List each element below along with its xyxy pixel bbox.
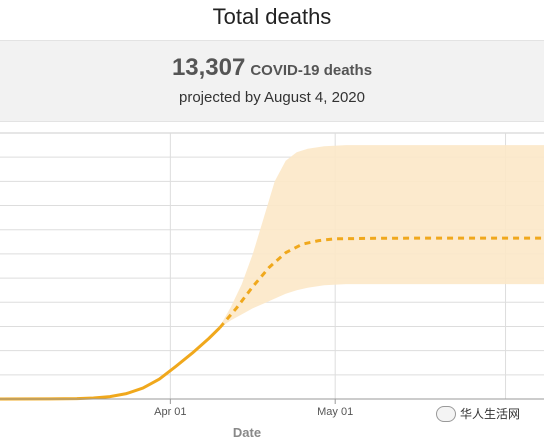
x-tick-label: May 01 — [317, 406, 353, 418]
uncertainty-band — [219, 145, 544, 328]
x-tick-label: Apr 01 — [154, 406, 186, 418]
watermark: 华人生活网 — [436, 405, 520, 422]
reported-deaths-line — [0, 326, 221, 401]
projected-deaths-line — [218, 236, 544, 329]
x-axis-title: Date — [233, 425, 261, 439]
projection-subtitle: projected by August 4, 2020 — [179, 89, 365, 106]
projected-death-unit: COVID-19 deaths — [250, 62, 373, 79]
chart-title: Total deaths — [212, 4, 332, 29]
projected-death-count: 13,307 — [171, 54, 246, 81]
projection-headline: 13,307 COVID-19 deaths — [0, 54, 544, 82]
watermark-text: 华人生活网 — [460, 407, 521, 421]
wechat-icon — [436, 405, 456, 422]
projection-banner: 13,307 COVID-19 deaths projected by Augus… — [0, 40, 544, 122]
